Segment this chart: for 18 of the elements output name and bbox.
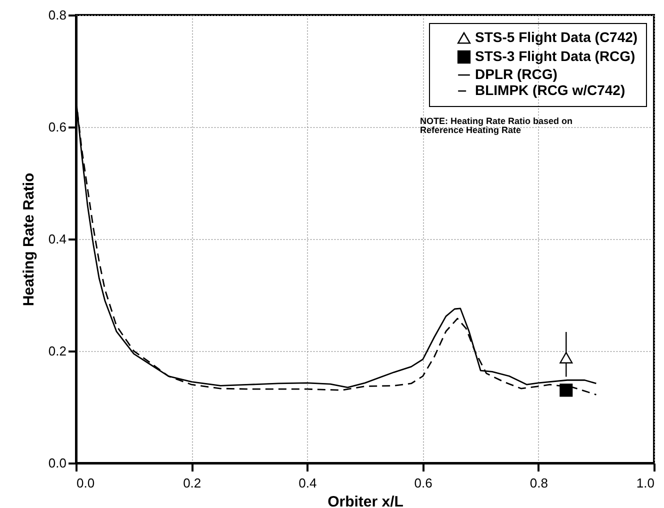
x-tick-label: 0.6 <box>414 476 432 490</box>
legend-label: STS-3 Flight Data (RCG) <box>475 48 636 64</box>
y-tick-label: 0.6 <box>48 120 66 134</box>
y-tick-label: 0.0 <box>48 456 66 470</box>
y-axis-title: Heating Rate Ratio <box>20 172 38 306</box>
annotation: NOTE: Heating Rate Ratio based on Reference Heating Rate <box>420 116 573 135</box>
y-tick-label: 0.4 <box>48 232 66 246</box>
legend-label: DPLR (RCG) <box>475 66 558 82</box>
y-tick-label: 0.8 <box>48 8 66 22</box>
x-tick-label: 0.0 <box>76 476 95 490</box>
x-tick-label: 0.2 <box>183 476 202 490</box>
y-tick-label: 0.2 <box>48 344 66 358</box>
x-tick-label: 0.8 <box>530 476 548 490</box>
legend-label: STS-5 Flight Data (C742) <box>475 29 638 45</box>
x-axis-title: Orbiter x/L <box>328 494 404 508</box>
legend-label: BLIMPK (RCG w/C742) <box>475 82 626 98</box>
x-tick-label: 0.4 <box>298 476 317 490</box>
x-tick-label: 1.0 <box>636 476 654 490</box>
